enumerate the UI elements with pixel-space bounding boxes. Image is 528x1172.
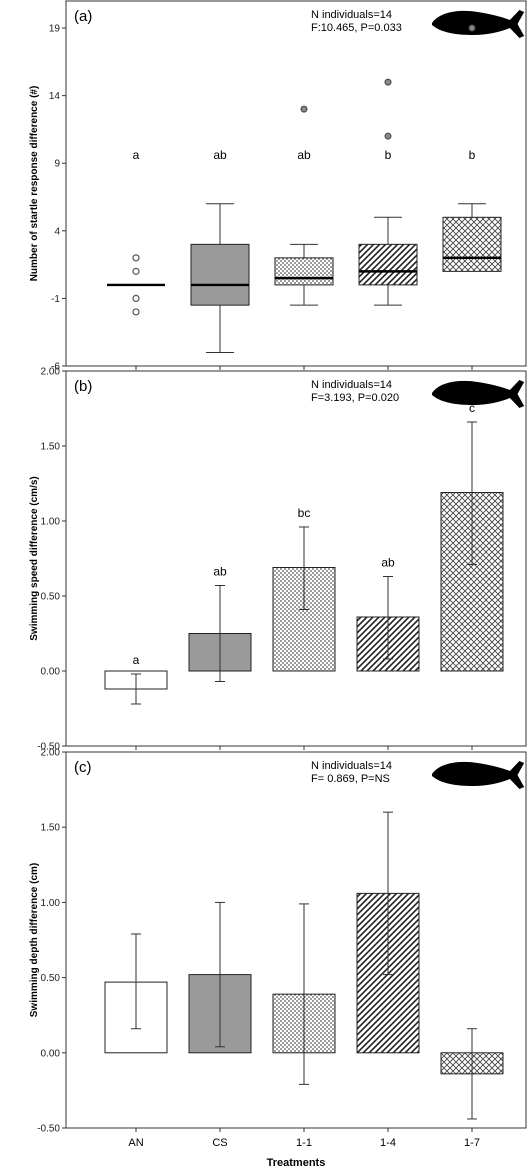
outlier-open [132,294,140,303]
significance-letter: ab [381,556,395,570]
panel-label: (b) [74,378,92,395]
y-tick-label: 19 [49,24,61,35]
y-tick-label: 1.00 [41,898,61,909]
significance-letter: ab [213,565,227,579]
y-axis-title: Swimming depth difference (cm) [29,863,40,1017]
y-axis-title: Number of startle response difference (#… [29,86,40,282]
y-tick-label: 2.00 [41,367,61,378]
outlier-open [132,308,140,316]
plot-frame [65,0,527,367]
plot-frame [65,751,527,1129]
x-axis-title: Treatments [267,1157,326,1169]
x-category-label: AN [128,1137,143,1149]
box [442,216,502,272]
outlier-filled [384,132,392,140]
significance-letter: ab [297,148,311,162]
outlier-filled [468,24,476,32]
significance-letter: b [385,148,392,162]
y-tick-label: 2.00 [41,748,61,759]
box [190,243,250,306]
y-tick-label: 0.00 [41,1048,61,1059]
x-category-label: CS [212,1137,227,1149]
outlier-filled [300,105,308,113]
y-tick-label: 4 [54,226,60,237]
panel-label: (a) [74,8,92,25]
significance-letter: a [133,653,140,667]
outlier-filled [384,78,392,86]
y-axis-title: Swimming speed difference (cm/s) [29,476,40,641]
stats-annotation: F:10.465, P=0.033 [311,22,402,34]
fish-silhouette-icon [432,10,525,38]
y-tick-label: -6 [51,362,60,373]
stats-annotation: N individuals=14 [311,379,392,391]
y-tick-label: 1.50 [41,442,61,453]
panel-a: -6 -1 4 9 14 19 Number of startle response dif… [29,0,527,373]
x-category-label: 1-4 [380,1137,396,1149]
significance-letter: bc [298,506,311,520]
fish-silhouette-icon [432,761,525,789]
x-category-label: 1-1 [296,1137,312,1149]
outlier-open [132,267,140,275]
y-tick-label: 9 [54,159,60,170]
panel-label: (c) [74,759,92,776]
fish-silhouette-icon [432,380,525,408]
significance-letter: ab [213,148,227,162]
significance-letter: b [469,148,476,162]
plot-frame [65,370,527,747]
y-tick-label: -0.50 [37,1124,60,1135]
y-tick-label: 1.50 [41,823,61,834]
significance-letter: a [133,148,140,162]
stats-annotation: N individuals=14 [311,9,392,21]
y-tick-label: 0.50 [41,973,61,984]
y-tick-label: 1.00 [41,517,61,528]
stats-annotation: N individuals=14 [311,760,392,772]
y-tick-label: 0.50 [41,592,61,603]
significance-letter: c [469,401,475,415]
panel-b: -0.50 0.00 0.50 1.00 1.50 2.00 Swimming speed … [29,367,527,753]
box [358,243,418,286]
y-tick-label: -1 [51,294,60,305]
outlier-open [132,254,140,262]
y-tick-label: -0.50 [37,742,60,753]
x-category-label: 1-7 [464,1137,480,1149]
y-tick-label: 0.00 [41,667,61,678]
box [274,257,334,286]
y-tick-label: 14 [49,91,61,102]
panel-c: -0.50 0.00 0.50 1.00 1.50 2.00 Swimming depth … [29,748,527,1149]
stats-annotation: F=3.193, P=0.020 [311,392,399,404]
stats-annotation: F= 0.869, P=NS [311,773,390,785]
